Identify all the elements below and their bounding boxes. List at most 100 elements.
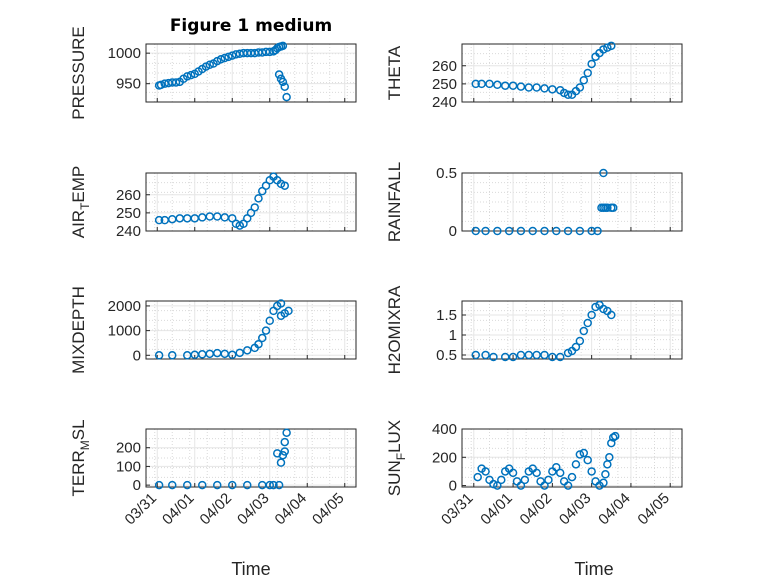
y-axis-label-main: THETA <box>385 45 404 100</box>
y-tick-label: 100 <box>116 458 141 475</box>
axes-box <box>461 300 683 360</box>
data-point <box>278 77 288 87</box>
data-point <box>280 181 289 190</box>
data-point <box>516 481 526 490</box>
x-tick-label: 04/01 <box>477 490 516 529</box>
data-point <box>601 470 610 479</box>
data-point <box>532 468 541 478</box>
data-point <box>516 226 526 236</box>
y-axis-label-rest: LUX <box>385 420 404 453</box>
x-tick-label: 04/03 <box>556 490 595 529</box>
data-point <box>171 78 181 87</box>
y-axis-label-subscript: T <box>78 202 92 210</box>
x-tick-label: 04/02 <box>517 490 556 529</box>
y-tick-label: 250 <box>432 76 457 93</box>
data-point <box>609 203 618 213</box>
axes-box <box>145 300 357 360</box>
y-tick-label: 240 <box>116 223 141 240</box>
data-point <box>154 215 164 225</box>
data-point <box>261 326 271 335</box>
x-tick-label: 04/01 <box>159 490 198 529</box>
data-point <box>599 168 608 178</box>
x-axis-label-right: Time <box>574 559 613 579</box>
data-point <box>516 350 526 360</box>
data-point <box>609 433 618 442</box>
y-axis-label-main: H2OMIXRA <box>385 285 404 374</box>
data-point <box>607 310 616 320</box>
data-point <box>555 352 565 362</box>
data-point <box>540 350 549 360</box>
y-axis-label-subscript: M <box>78 440 92 450</box>
data-point <box>587 226 596 236</box>
data-point <box>228 350 237 360</box>
data-point <box>250 203 259 212</box>
x-tick-label: 03/31 <box>438 490 477 529</box>
x-axis-label-left: Time <box>231 559 270 579</box>
data-point <box>273 449 282 458</box>
y-tick-label: 200 <box>432 449 457 466</box>
data-point <box>493 481 502 490</box>
data-point <box>276 458 286 467</box>
data-point <box>481 226 490 236</box>
data-point <box>559 88 569 98</box>
data-point <box>265 316 274 325</box>
data-point <box>575 226 585 236</box>
y-tick-label: 1000 <box>108 45 141 62</box>
axes-box <box>145 172 357 232</box>
data-point <box>532 83 541 92</box>
data-point <box>583 455 592 465</box>
data-point <box>254 194 263 203</box>
y-axis-label-rest: SL <box>69 419 88 440</box>
data-point <box>213 480 222 490</box>
data-point <box>579 448 589 458</box>
data-point <box>548 352 557 362</box>
subplot-5: 0 1000 2000 MIXDEPTH <box>69 286 357 374</box>
y-axis-label: THETA <box>385 45 404 100</box>
data-point <box>605 453 614 462</box>
data-point <box>471 226 480 236</box>
y-tick-label: 0.5 <box>436 347 457 364</box>
y-tick-label: 0 <box>449 478 457 495</box>
data-point <box>571 342 581 352</box>
data-point <box>610 431 620 441</box>
data-point <box>587 310 596 320</box>
y-axis-label: TERRMSL <box>69 419 92 496</box>
axes-box <box>461 43 683 103</box>
y-tick-label: 1.5 <box>436 307 457 324</box>
subplot-4: 0 0.5 RAINFALL <box>385 162 683 242</box>
data-point <box>168 480 177 490</box>
data-point <box>280 82 289 91</box>
y-tick-label: 2000 <box>108 298 141 315</box>
y-tick-label: 250 <box>116 205 141 222</box>
data-point <box>481 350 490 360</box>
y-axis-label-main: SUN <box>385 460 404 496</box>
data-point <box>500 352 510 362</box>
y-axis-label: RAINFALL <box>385 162 404 242</box>
data-point <box>563 481 573 490</box>
y-axis-label: PRESSURE <box>69 26 88 120</box>
data-point <box>186 70 196 80</box>
data-point <box>587 467 596 476</box>
y-tick-label: 1 <box>449 327 457 344</box>
y-tick-label: 0 <box>449 223 457 240</box>
data-point <box>587 59 596 69</box>
data-point <box>599 45 608 54</box>
data-point <box>516 82 526 91</box>
data-point <box>154 351 164 360</box>
data-point <box>265 47 274 57</box>
data-point <box>563 226 573 236</box>
y-tick-label: 200 <box>116 440 141 457</box>
data-point <box>532 350 541 360</box>
data-point <box>224 52 233 62</box>
data-point <box>284 306 293 316</box>
data-point <box>183 480 192 490</box>
y-tick-label: 1000 <box>108 323 141 340</box>
y-axis-label: AIRTEMP <box>69 166 92 239</box>
data-point <box>168 351 177 360</box>
data-point <box>471 79 480 89</box>
data-point <box>520 475 530 485</box>
